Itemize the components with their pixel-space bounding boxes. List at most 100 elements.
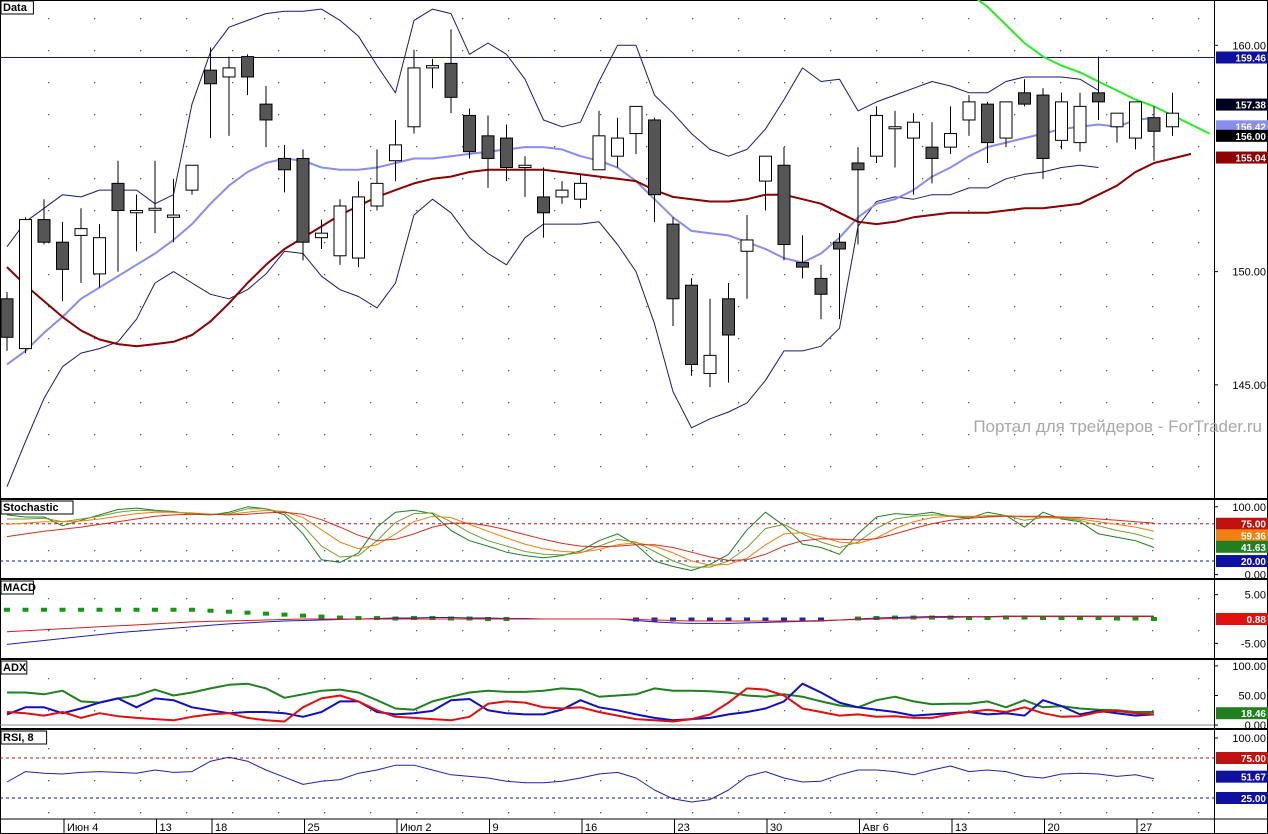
grid-dot	[922, 242, 924, 244]
grid-dot	[784, 18, 786, 20]
grid-dot	[968, 780, 970, 782]
rsi-panel[interactable]: 100.00 75.00 51.67 25.00 RSI, 8	[0, 730, 1268, 814]
grid-dot	[1060, 434, 1062, 436]
grid-dot	[830, 598, 832, 600]
candle-body	[740, 239, 754, 252]
grid-dot	[232, 710, 234, 712]
grid-dot	[370, 18, 372, 20]
grid-dot	[1152, 550, 1154, 552]
grid-dot	[232, 146, 234, 148]
grid-dot	[876, 434, 878, 436]
grid-dot	[1106, 18, 1108, 20]
adx-panel[interactable]: 0.00 50.00 100.00 18.46 ADX	[0, 660, 1268, 732]
grid-dot	[278, 466, 280, 468]
panel-title-box	[0, 660, 28, 675]
grid-dot	[278, 710, 280, 712]
grid-dot	[784, 710, 786, 712]
grid-dot	[186, 210, 188, 212]
rsi-line	[6, 756, 1155, 803]
grid-dot	[94, 780, 96, 782]
grid-dots	[48, 748, 1200, 814]
grid-dot	[830, 710, 832, 712]
macd-histogram-bar	[189, 607, 195, 612]
panel-title: RSI, 8	[0, 730, 48, 745]
grid-dot	[416, 550, 418, 552]
grid-dot	[48, 306, 50, 308]
candle-body	[463, 114, 476, 153]
grid-dot	[1106, 146, 1108, 148]
grid-dot	[1060, 210, 1062, 212]
grid-dot	[370, 402, 372, 404]
candle-body	[962, 101, 976, 121]
grid-dot	[94, 82, 96, 84]
stochastic-line	[6, 509, 1155, 566]
grid-dot	[278, 50, 280, 52]
grid-dot	[922, 748, 924, 750]
candle-body	[851, 162, 865, 171]
grid-dot	[324, 370, 326, 372]
grid-dot	[94, 274, 96, 276]
grid-dot	[554, 210, 556, 212]
grid-dot	[232, 550, 234, 552]
grid-dot	[554, 678, 556, 680]
grid-dot	[1060, 242, 1062, 244]
grid-dot	[278, 812, 280, 814]
grid-dot	[324, 598, 326, 600]
macd-histogram-bar	[355, 616, 362, 621]
macd-histogram-bar	[966, 616, 972, 621]
grid-dot	[48, 812, 50, 814]
grid-dot	[554, 242, 556, 244]
grid-dot	[140, 114, 142, 116]
grid-dot	[784, 50, 786, 52]
grid-dot	[968, 370, 970, 372]
grid-dot	[370, 370, 372, 372]
candle-body	[500, 137, 513, 169]
grid-dot	[922, 306, 924, 308]
grid-dot	[416, 338, 418, 340]
grid-dot	[1106, 598, 1108, 600]
grid-dot	[140, 82, 142, 84]
candle-body	[574, 182, 587, 200]
grid-dot	[1014, 210, 1016, 212]
grid-dot	[1014, 630, 1016, 632]
grid-dot	[416, 780, 418, 782]
grid-dot	[554, 434, 556, 436]
grid-dot	[48, 18, 50, 20]
panel-title: Stochastic	[0, 500, 74, 515]
grid-dot	[140, 402, 142, 404]
grid-dot	[646, 370, 648, 372]
grid-dot	[278, 242, 280, 244]
grid-dot	[140, 466, 142, 468]
grid-dot	[968, 678, 970, 680]
grid-dot	[692, 178, 694, 180]
grid-dot	[968, 748, 970, 750]
grid-dot	[140, 178, 142, 180]
grid-dot	[140, 18, 142, 20]
grid-dot	[278, 306, 280, 308]
candle-body	[1036, 94, 1050, 159]
grid-dot	[876, 242, 878, 244]
macd-histogram-bar	[281, 612, 288, 617]
grid-dot	[508, 210, 510, 212]
grid-dot	[186, 598, 188, 600]
grid-dot	[1060, 466, 1062, 468]
grid-dot	[922, 114, 924, 116]
grid-dot	[692, 678, 694, 680]
grid-dot	[48, 210, 50, 212]
grid-dot	[784, 630, 786, 632]
rsi-badge: 25.00	[1241, 794, 1266, 805]
grid-dot	[692, 274, 694, 276]
candle-body	[167, 214, 180, 218]
grid-dot	[186, 82, 188, 84]
grid-dot	[48, 82, 50, 84]
macd-histogram-bar	[725, 617, 732, 622]
grid-dot	[1106, 178, 1108, 180]
macd-panel[interactable]: -5.00 5.00 0.88 MACD	[0, 580, 1268, 650]
x-tick-label: 20	[1048, 822, 1060, 834]
grid-dot	[876, 630, 878, 632]
grid-dot	[1152, 518, 1154, 520]
grid-dot	[692, 402, 694, 404]
